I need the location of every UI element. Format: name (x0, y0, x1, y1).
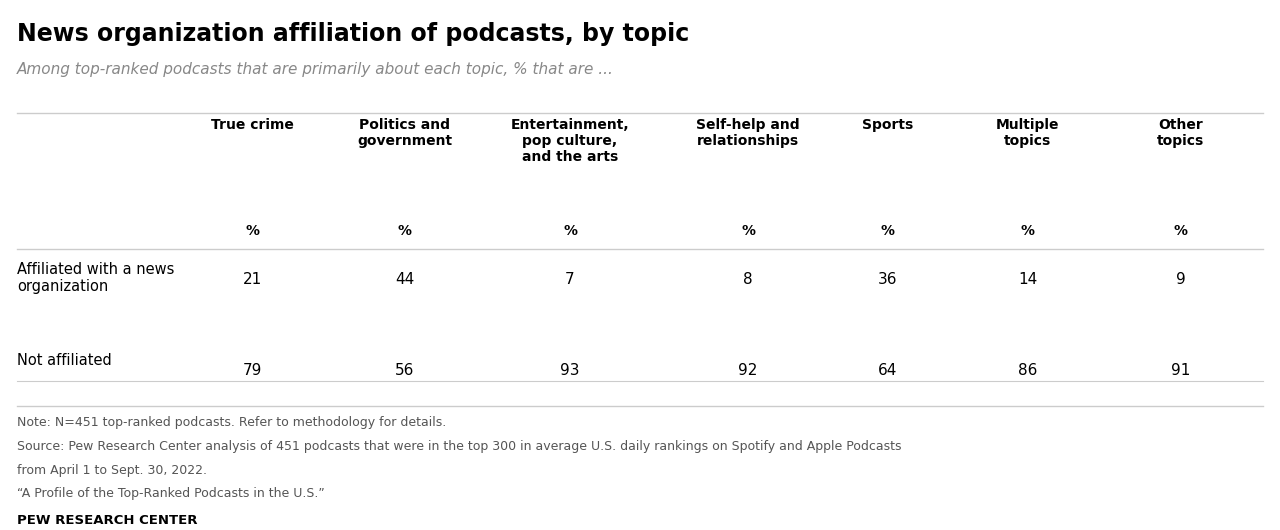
Text: 92: 92 (739, 363, 758, 378)
Text: Not affiliated: Not affiliated (17, 353, 111, 368)
Text: 56: 56 (396, 363, 415, 378)
Text: 86: 86 (1018, 363, 1038, 378)
Text: 93: 93 (561, 363, 580, 378)
Text: 64: 64 (878, 363, 897, 378)
Text: News organization affiliation of podcasts, by topic: News organization affiliation of podcast… (17, 22, 689, 46)
Text: %: % (563, 224, 577, 238)
Text: Multiple
topics: Multiple topics (996, 118, 1060, 148)
Text: from April 1 to Sept. 30, 2022.: from April 1 to Sept. 30, 2022. (17, 464, 207, 476)
Text: 14: 14 (1018, 272, 1038, 287)
Text: Among top-ranked podcasts that are primarily about each topic, % that are ...: Among top-ranked podcasts that are prima… (17, 63, 613, 77)
Text: 36: 36 (878, 272, 897, 287)
Text: %: % (1174, 224, 1188, 238)
Text: 21: 21 (242, 272, 262, 287)
Text: 9: 9 (1175, 272, 1185, 287)
Text: 44: 44 (396, 272, 415, 287)
Text: Source: Pew Research Center analysis of 451 podcasts that were in the top 300 in: Source: Pew Research Center analysis of … (17, 440, 901, 453)
Text: %: % (246, 224, 259, 238)
Text: %: % (881, 224, 895, 238)
Text: %: % (398, 224, 412, 238)
Text: True crime: True crime (211, 118, 293, 132)
Text: Note: N=451 top-ranked podcasts. Refer to methodology for details.: Note: N=451 top-ranked podcasts. Refer t… (17, 416, 447, 429)
Text: 91: 91 (1171, 363, 1190, 378)
Text: %: % (1021, 224, 1034, 238)
Text: Entertainment,
pop culture,
and the arts: Entertainment, pop culture, and the arts (511, 118, 630, 164)
Text: 8: 8 (744, 272, 753, 287)
Text: %: % (741, 224, 755, 238)
Text: Politics and
government: Politics and government (357, 118, 452, 148)
Text: Affiliated with a news
organization: Affiliated with a news organization (17, 262, 174, 294)
Text: Other
topics: Other topics (1157, 118, 1204, 148)
Text: 7: 7 (566, 272, 575, 287)
Text: “A Profile of the Top-Ranked Podcasts in the U.S.”: “A Profile of the Top-Ranked Podcasts in… (17, 487, 325, 500)
Text: Sports: Sports (863, 118, 914, 132)
Text: 79: 79 (242, 363, 262, 378)
Text: PEW RESEARCH CENTER: PEW RESEARCH CENTER (17, 514, 197, 527)
Text: Self-help and
relationships: Self-help and relationships (696, 118, 800, 148)
